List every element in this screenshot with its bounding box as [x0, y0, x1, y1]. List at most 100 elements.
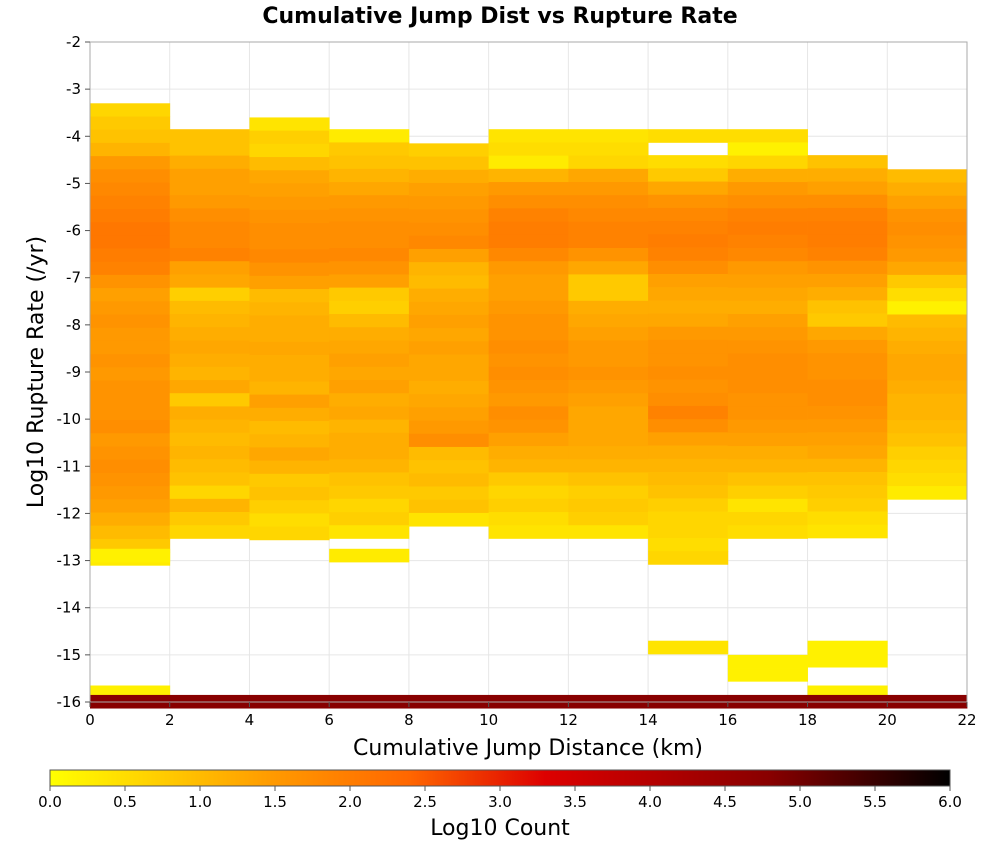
heatmap-cell [568, 261, 649, 275]
x-axis-label: Cumulative Jump Distance (km) [353, 736, 703, 761]
heatmap-cell [408, 301, 490, 316]
heatmap-cell [807, 221, 888, 235]
heatmap-cell [90, 222, 171, 236]
heatmap-cell [807, 419, 888, 433]
heatmap-cell [408, 235, 490, 250]
heatmap-cell [488, 498, 569, 513]
heatmap-cell [408, 512, 490, 527]
heatmap-cell [408, 275, 490, 289]
heatmap-cell [90, 156, 171, 170]
heatmap-cell [568, 419, 649, 434]
heatmap-cell [90, 380, 171, 395]
heatmap-cell [727, 525, 808, 539]
heatmap-cell [249, 209, 330, 224]
heatmap-cell [488, 353, 569, 368]
y-tick-label: -4 [66, 127, 81, 145]
heatmap-cell [488, 300, 569, 315]
heatmap-cell [408, 486, 490, 501]
colorbar-label: Log10 Count [430, 816, 570, 841]
heatmap-cell [488, 168, 569, 183]
heatmap-cell [727, 654, 808, 669]
heatmap-cell [90, 472, 171, 487]
heatmap-cell [169, 221, 250, 236]
y-tick-label: -9 [66, 363, 81, 381]
heatmap-cell [408, 380, 490, 395]
heatmap-cell [488, 208, 569, 223]
heatmap-cell [887, 208, 968, 223]
heatmap-cell [249, 434, 330, 448]
heatmap-cell [568, 274, 649, 289]
heatmap-cell [807, 181, 888, 196]
heatmap-cell [887, 274, 968, 289]
heatmap-cell [807, 392, 888, 407]
heatmap-cell [807, 234, 888, 248]
heatmap-cell [249, 315, 330, 330]
heatmap-cell [727, 142, 808, 157]
y-tick-label: -12 [57, 504, 82, 522]
heatmap-cell [90, 103, 171, 117]
heatmap-cell [329, 512, 410, 526]
heatmap-cell [488, 432, 569, 447]
heatmap-cell [727, 353, 808, 368]
heatmap-cell [408, 354, 490, 369]
heatmap-cell [648, 640, 729, 655]
heatmap-cell [727, 432, 808, 447]
heatmap-cell [169, 168, 250, 183]
heatmap-cell [329, 248, 410, 262]
heatmap-cell [249, 447, 330, 462]
heatmap-cell [727, 446, 808, 460]
heatmap-cell [249, 170, 330, 184]
x-tick-label: 16 [718, 711, 737, 729]
heatmap-cell [648, 287, 729, 301]
heatmap-cell [648, 194, 729, 209]
heatmap-cell [408, 196, 490, 210]
heatmap-cell [169, 287, 250, 302]
heatmap-cell [807, 471, 888, 486]
heatmap-cell [568, 195, 649, 209]
heatmap-cell [249, 487, 330, 501]
colorbar-tick-label: 0.0 [38, 793, 62, 811]
heatmap-cell [727, 314, 808, 328]
heatmap-cell [169, 261, 250, 275]
heatmap-cell [249, 526, 330, 541]
heatmap-cell [329, 182, 410, 196]
heatmap-cell [648, 221, 729, 235]
heatmap-cell [727, 380, 808, 394]
heatmap-cell [408, 433, 490, 448]
heatmap-cell [90, 446, 171, 461]
heatmap-cell [887, 340, 968, 355]
x-tick-label: 12 [559, 711, 578, 729]
heatmap-cell [887, 222, 968, 236]
heatmap-cell [488, 234, 569, 249]
heatmap-cell [727, 327, 808, 341]
heatmap-cell [90, 314, 171, 329]
heatmap-cell [408, 156, 490, 171]
heatmap-cell [648, 234, 729, 248]
heatmap-cell [169, 432, 250, 447]
heatmap-cell [329, 274, 410, 289]
heatmap-cell [90, 195, 171, 210]
heatmap-cell [887, 380, 968, 395]
heatmap-cell [568, 327, 649, 341]
colorbar-tick-label: 1.5 [263, 793, 287, 811]
x-tick-label: 10 [479, 711, 498, 729]
heatmap-cell [488, 459, 569, 473]
y-tick-label: -16 [57, 693, 82, 711]
heatmap-cell [887, 261, 968, 276]
colorbar-tick-label: 1.0 [188, 793, 212, 811]
heatmap-cell [887, 327, 968, 342]
heatmap-cell [887, 301, 968, 315]
heatmap-cell [249, 183, 330, 198]
heatmap-cell [329, 261, 410, 275]
heatmap-cell [568, 208, 649, 223]
heatmap-cell [249, 421, 330, 435]
heatmap-cell [727, 419, 808, 434]
heatmap-cell [488, 195, 569, 209]
heatmap-cell [408, 460, 490, 474]
heatmap-cell [807, 511, 888, 526]
heatmap-cell [488, 512, 569, 526]
x-tick-label: 4 [245, 711, 255, 729]
heatmap-cell [568, 525, 649, 539]
heatmap-cell [169, 274, 250, 289]
heatmap-cell [648, 273, 729, 288]
